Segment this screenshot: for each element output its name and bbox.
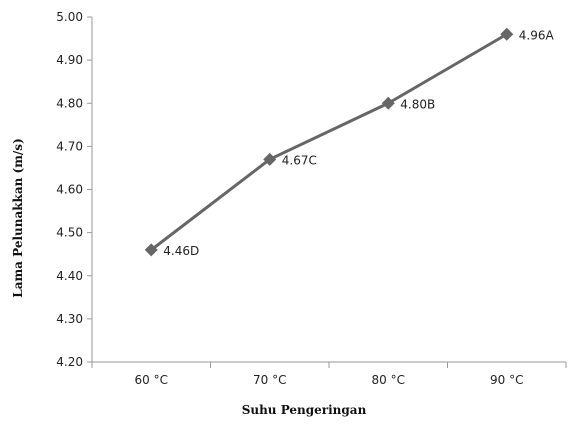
data-point-marker — [263, 152, 277, 166]
data-label: 4.80B — [400, 97, 435, 111]
y-axis: 4.20 4.30 4.40 4.50 4.60 4.70 4.80 4.90 5.00 — [56, 10, 93, 369]
y-tick-label: 4.80 — [56, 96, 83, 110]
x-axis-title: Suhu Pengeringan — [242, 403, 367, 417]
y-axis-title: Lama Pelunakkan (m/s) — [11, 138, 25, 297]
y-tick-label: 4.30 — [56, 312, 83, 326]
data-label: 4.96A — [519, 28, 555, 42]
data-point-marker — [144, 243, 158, 257]
y-tick-label: 4.20 — [56, 355, 83, 369]
series-group: 4.46D 4.67C 4.80B 4.96A — [144, 27, 555, 258]
data-label: 4.67C — [282, 153, 317, 167]
y-tick-label: 4.50 — [56, 226, 83, 240]
x-tick-label: 80 °C — [372, 373, 405, 387]
data-label: 4.46D — [163, 244, 199, 258]
series-line — [150, 32, 508, 252]
y-tick-label: 5.00 — [56, 10, 83, 24]
y-tick-label: 4.40 — [56, 269, 83, 283]
y-tick-label: 4.70 — [56, 139, 83, 153]
y-tick-label: 4.60 — [56, 183, 83, 197]
y-tick-label: 4.90 — [56, 53, 83, 67]
x-axis: 60 °C 70 °C 80 °C 90 °C — [91, 361, 567, 387]
x-tick-label: 70 °C — [253, 373, 286, 387]
x-tick-label: 60 °C — [135, 373, 168, 387]
x-tick-label: 90 °C — [490, 373, 523, 387]
data-point-marker — [381, 96, 395, 110]
data-point-marker — [500, 27, 514, 41]
